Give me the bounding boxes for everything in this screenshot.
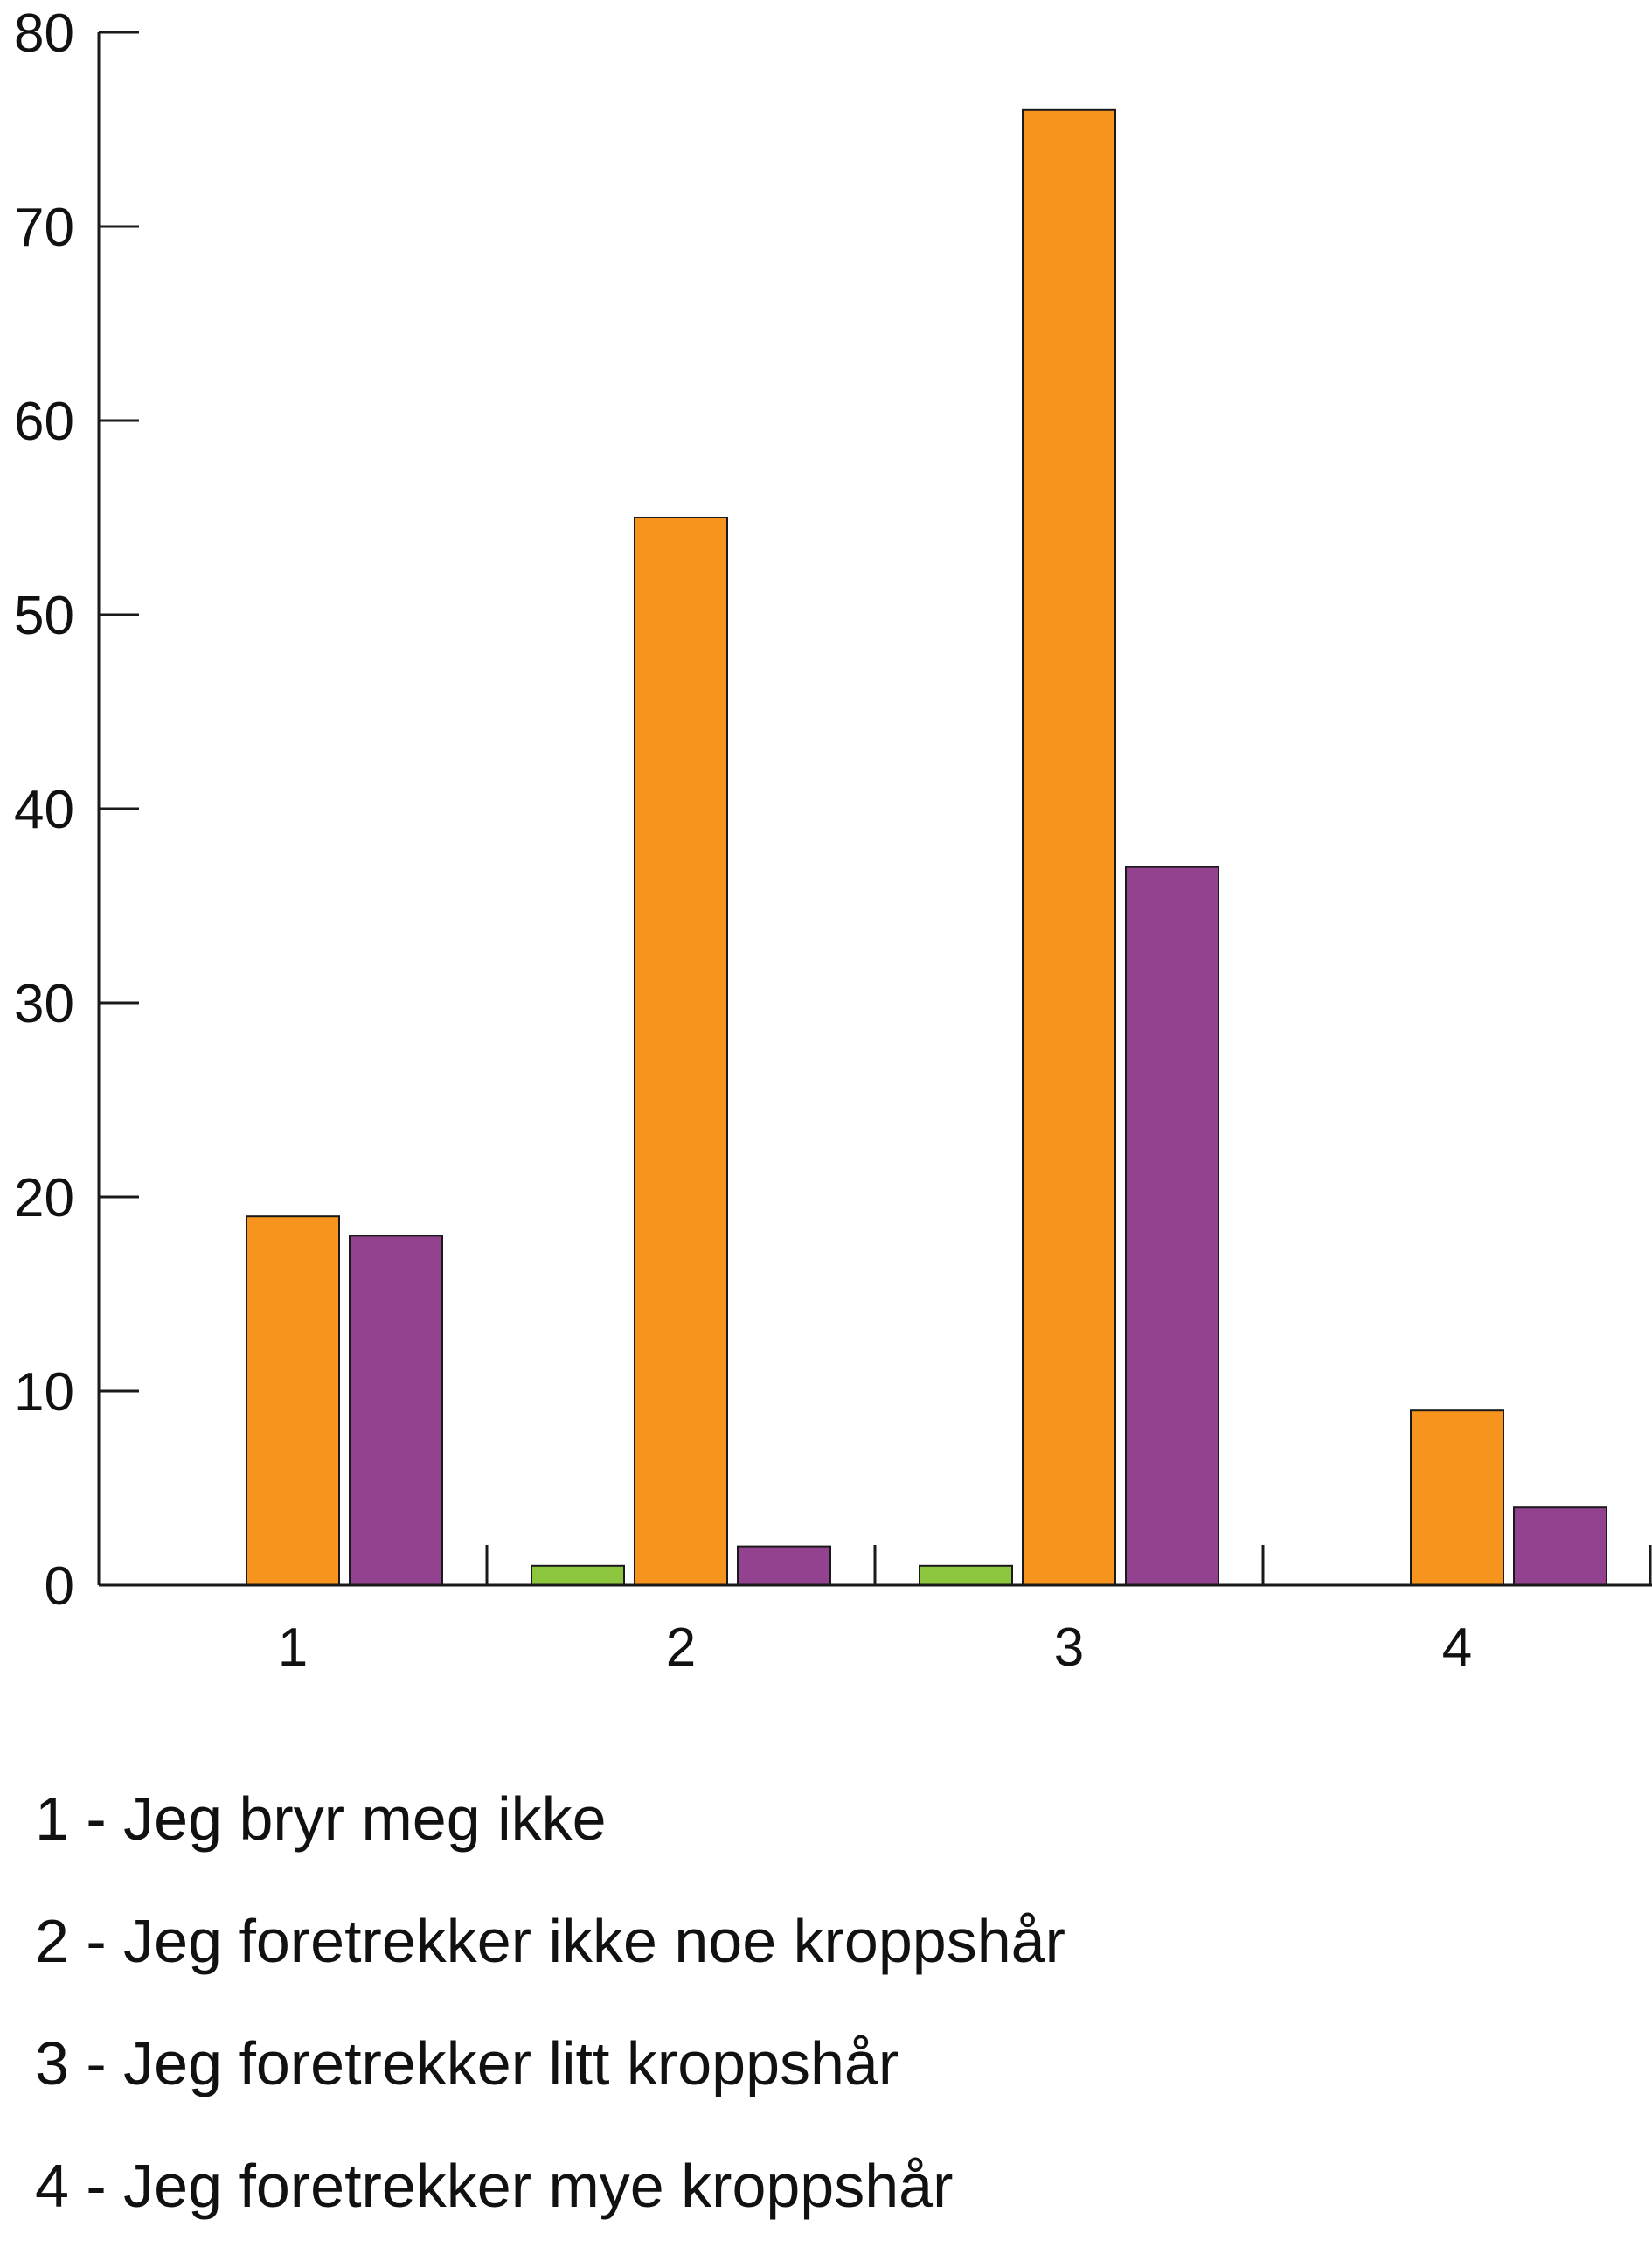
x-tick-label-2: 2 bbox=[666, 1617, 696, 1678]
y-tick-label-40: 40 bbox=[14, 780, 74, 840]
y-tick-label-30: 30 bbox=[14, 974, 74, 1034]
legend-item-2: 2 - Jeg foretrekker ikke noe kroppshår bbox=[35, 1907, 1065, 1975]
bar-series-3-category-2 bbox=[737, 1545, 831, 1586]
bar-series-2-category-4 bbox=[1410, 1409, 1504, 1586]
bar-series-2-category-1 bbox=[246, 1215, 340, 1586]
x-tick-label-1: 1 bbox=[278, 1617, 308, 1678]
tick-labels: 0 10 20 30 40 50 60 70 80 1 2 3 4 bbox=[14, 3, 1472, 1678]
bar-series-3-category-4 bbox=[1513, 1506, 1607, 1586]
x-tick-label-3: 3 bbox=[1054, 1617, 1084, 1678]
axes bbox=[97, 31, 1652, 1587]
bar-series-2-category-3 bbox=[1022, 108, 1116, 1586]
bar-series-3-category-3 bbox=[1125, 866, 1219, 1586]
y-tick-label-60: 60 bbox=[14, 392, 74, 452]
bar-series-3-category-1 bbox=[349, 1235, 443, 1587]
bar-chart: 0 10 20 30 40 50 60 70 80 1 2 3 4 bbox=[14, 3, 1652, 1678]
y-tick-label-20: 20 bbox=[14, 1168, 74, 1228]
x-tick-label-4: 4 bbox=[1442, 1617, 1472, 1678]
bar-series-1-category-3 bbox=[919, 1564, 1013, 1587]
bars bbox=[246, 108, 1607, 1587]
bar-series-2-category-2 bbox=[634, 517, 728, 1586]
y-tick-label-10: 10 bbox=[14, 1362, 74, 1423]
y-tick-label-50: 50 bbox=[14, 586, 74, 646]
category-legend: 1 - Jeg bryr meg ikke 2 - Jeg foretrekke… bbox=[35, 1757, 1065, 2247]
legend-item-4: 4 - Jeg foretrekker mye kroppshår bbox=[35, 2152, 954, 2220]
legend-item-3: 3 - Jeg foretrekker litt kroppshår bbox=[35, 2029, 899, 2097]
y-tick-label-70: 70 bbox=[14, 198, 74, 258]
y-tick-label-0: 0 bbox=[45, 1556, 74, 1617]
bar-series-1-category-2 bbox=[531, 1564, 625, 1587]
y-tick-label-80: 80 bbox=[14, 3, 74, 64]
legend-item-1: 1 - Jeg bryr meg ikke bbox=[35, 1784, 607, 1853]
